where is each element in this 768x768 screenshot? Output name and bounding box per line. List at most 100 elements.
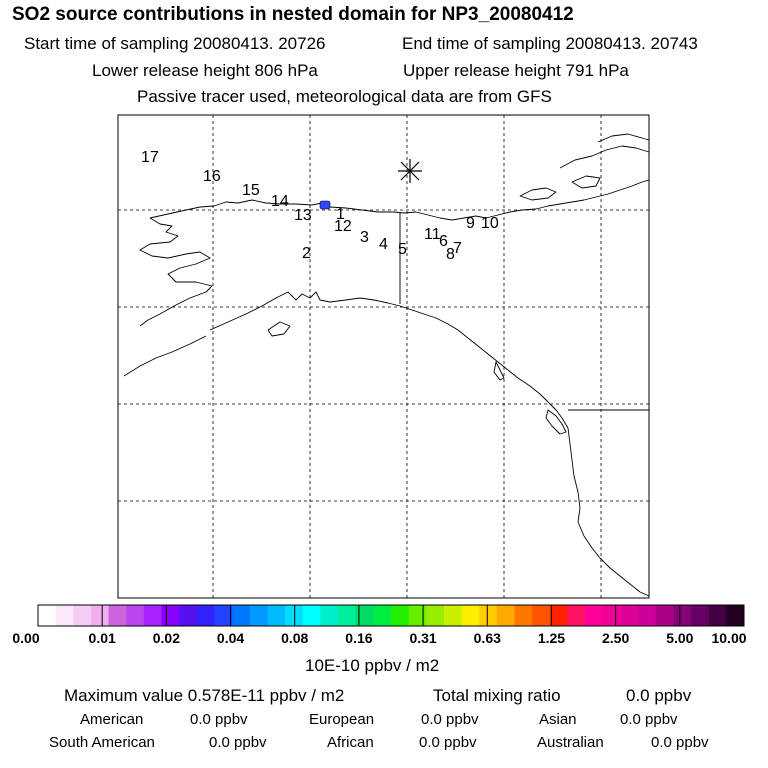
site-label: 6	[439, 233, 448, 250]
max-value-label: Maximum value 0.578E-11 ppbv / m2	[64, 686, 345, 705]
colorbar-segment	[479, 605, 498, 626]
arctic-island	[559, 145, 650, 169]
colorbar-segment	[196, 605, 215, 626]
colorbar-tick-label: 0.31	[409, 630, 437, 646]
total-mixing-value: 0.0 ppbv	[626, 686, 692, 705]
colorbar-segment	[691, 605, 710, 626]
colorbar-segment	[408, 605, 427, 626]
region-name: Australian	[537, 734, 604, 751]
colorbar-segment	[179, 605, 198, 626]
colorbar-segment	[726, 605, 745, 626]
alaska-south-coast	[287, 291, 569, 429]
arctic-island	[571, 175, 601, 189]
colorbar-segment	[443, 605, 462, 626]
region-name: European	[309, 711, 375, 728]
colorbar-segment	[267, 605, 286, 626]
colorbar-frame	[37, 604, 745, 627]
site-label: 3	[360, 229, 369, 246]
colorbar-segment	[161, 605, 180, 626]
kodiak-island	[267, 321, 291, 337]
colorbar-segment	[38, 605, 57, 626]
colorbar	[37, 604, 745, 627]
colorbar-segment	[320, 605, 339, 626]
start-time-label: Start time of sampling 20080413. 20726	[24, 34, 326, 53]
colorbar-tick-label: 0.04	[216, 630, 245, 646]
lat-lon-grid	[118, 115, 649, 598]
arctic-island	[597, 133, 650, 143]
colorbar-segment	[214, 605, 233, 626]
region-value: 0.0 ppbv	[190, 711, 248, 728]
colorbar-segment	[638, 605, 657, 626]
arctic-island	[519, 187, 557, 201]
region-name: South American	[49, 734, 155, 751]
colorbar-tick-label: 0.63	[473, 630, 501, 646]
colorbar-segment	[532, 605, 551, 626]
colorbar-segment	[126, 605, 145, 626]
tracer-note: Passive tracer used, meteorological data…	[137, 87, 552, 106]
site-label: 11	[424, 226, 441, 243]
colorbar-segment	[514, 605, 533, 626]
colorbar-segment	[567, 605, 586, 626]
colorbar-segment	[655, 605, 674, 626]
colorbar-segment	[108, 605, 127, 626]
colorbar-segment	[55, 605, 74, 626]
colorbar-tick-label: 10.00	[711, 630, 747, 646]
site-label: 9	[466, 215, 475, 232]
colorbar-segment	[673, 605, 692, 626]
region-value: 0.0 ppbv	[209, 734, 267, 751]
alaska-west-coast	[139, 217, 213, 327]
region-name: African	[327, 734, 374, 751]
colorbar-tick-label: 1.25	[537, 630, 566, 646]
site-label: 16	[203, 168, 221, 185]
arctic-coastline	[149, 179, 650, 221]
site-label: 10	[481, 215, 499, 232]
lower-height-label: Lower release height 806 hPa	[92, 61, 318, 80]
colorbar-segment	[373, 605, 392, 626]
site-label: 12	[334, 218, 352, 235]
region-value: 0.0 ppbv	[419, 734, 477, 751]
site-label: 13	[294, 207, 312, 224]
site-label: 15	[242, 182, 260, 199]
site-label: 14	[271, 193, 289, 210]
colorbar-segment	[143, 605, 162, 626]
haida-gwaii	[493, 361, 505, 381]
site-label: 1	[336, 206, 345, 223]
colorbar-segment	[549, 605, 568, 626]
colorbar-segment	[496, 605, 515, 626]
colorbar-tick-label: 0.00	[12, 630, 40, 646]
colorbar-segment	[73, 605, 92, 626]
colorbar-segment	[620, 605, 639, 626]
colorbar-segment	[585, 605, 604, 626]
site-label: 17	[141, 149, 159, 166]
site-label: 8	[446, 246, 455, 263]
total-mixing-label: Total mixing ratio	[433, 686, 561, 705]
site-label: 7	[453, 240, 462, 257]
site-label: 5	[398, 241, 407, 258]
upper-height-label: Upper release height 791 hPa	[403, 61, 629, 80]
colorbar-segment	[602, 605, 621, 626]
colorbar-segment	[249, 605, 268, 626]
vancouver-island	[545, 409, 567, 435]
colorbar-tick-label: 0.02	[152, 630, 180, 646]
colorbar-tick-label: 0.16	[345, 630, 373, 646]
map-frame	[117, 114, 650, 599]
colorbar-tick-label: 0.08	[281, 630, 309, 646]
colorbar-segment	[232, 605, 251, 626]
contribution-hotspot	[319, 200, 331, 210]
site-label: 4	[379, 236, 388, 253]
region-name: American	[80, 711, 144, 728]
site-labels: 1 2 3 4 5 6 7 8 9 10 11 12 13 14 15 16 1…	[141, 149, 499, 263]
colorbar-segment	[302, 605, 321, 626]
region-name: Asian	[539, 711, 577, 728]
region-value: 0.0 ppbv	[651, 734, 709, 751]
colorbar-segment	[391, 605, 410, 626]
colorbar-tick-label: 2.50	[602, 630, 630, 646]
asterisk-icon	[398, 159, 422, 183]
region-value: 0.0 ppbv	[421, 711, 479, 728]
colorbar-segment	[461, 605, 480, 626]
colorbar-tick-label: 0.01	[88, 630, 116, 646]
aleutian-islands	[123, 335, 207, 377]
colorbar-segment	[355, 605, 374, 626]
end-time-label: End time of sampling 20080413. 20743	[402, 34, 698, 53]
